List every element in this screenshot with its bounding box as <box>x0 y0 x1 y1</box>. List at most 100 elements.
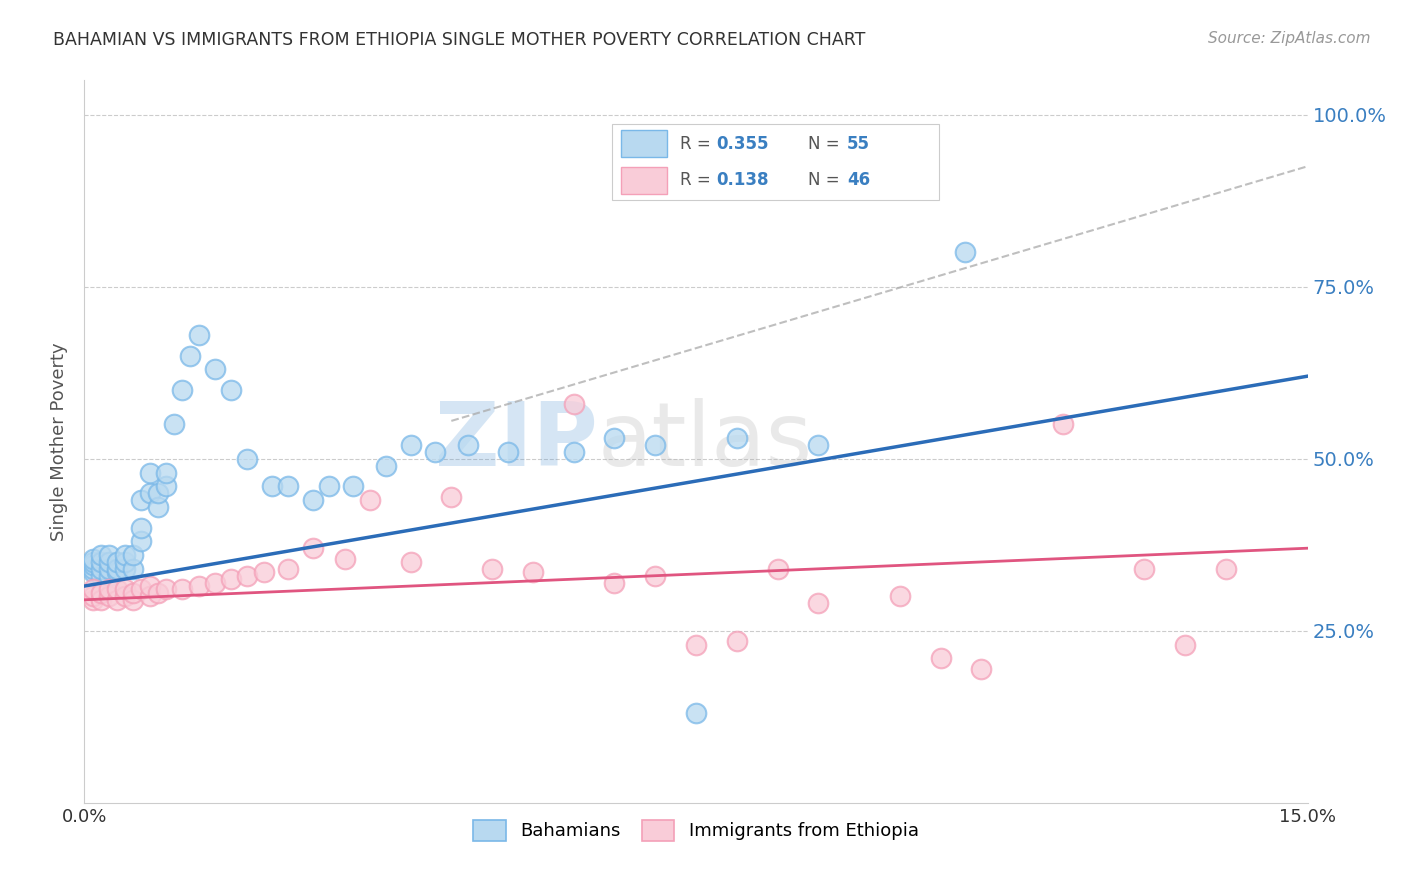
Point <box>301 493 323 508</box>
Text: R =: R = <box>681 135 716 153</box>
FancyBboxPatch shape <box>612 124 939 200</box>
Point <box>644 438 666 452</box>
Point <box>889 590 911 604</box>
Point <box>253 566 276 580</box>
Text: 46: 46 <box>846 171 870 189</box>
Point <box>236 451 259 466</box>
Point <box>562 445 585 459</box>
Point <box>105 592 128 607</box>
Point <box>1174 638 1197 652</box>
FancyBboxPatch shape <box>621 130 668 158</box>
Point <box>685 638 707 652</box>
Point <box>105 566 128 580</box>
Point <box>423 445 446 459</box>
Point <box>1052 417 1074 432</box>
Point <box>929 651 952 665</box>
Point <box>122 562 145 576</box>
Point <box>105 555 128 569</box>
Point <box>138 486 160 500</box>
Point <box>138 579 160 593</box>
Text: 0.355: 0.355 <box>716 135 769 153</box>
Point <box>163 417 186 432</box>
Point <box>725 431 748 445</box>
FancyBboxPatch shape <box>621 167 668 194</box>
Point <box>335 551 357 566</box>
Point <box>172 383 194 397</box>
Point <box>114 582 136 597</box>
Point <box>114 590 136 604</box>
Point <box>146 486 169 500</box>
Point <box>970 662 993 676</box>
Point <box>114 555 136 569</box>
Point <box>131 493 153 508</box>
Point <box>603 431 626 445</box>
Point <box>90 562 112 576</box>
Point <box>204 362 226 376</box>
Point <box>82 582 104 597</box>
Point <box>457 438 479 452</box>
Point <box>155 479 177 493</box>
Point <box>807 596 830 610</box>
Point <box>90 568 112 582</box>
Text: N =: N = <box>808 135 845 153</box>
Point <box>766 562 789 576</box>
Point <box>807 438 830 452</box>
Point <box>146 586 169 600</box>
Point <box>685 706 707 721</box>
Point <box>114 562 136 576</box>
Legend: Bahamians, Immigrants from Ethiopia: Bahamians, Immigrants from Ethiopia <box>465 813 927 848</box>
Point <box>440 490 463 504</box>
Point <box>187 579 209 593</box>
Text: N =: N = <box>808 171 845 189</box>
Point <box>1133 562 1156 576</box>
Point <box>146 500 169 514</box>
Point <box>277 562 299 576</box>
Point <box>90 555 112 569</box>
Point <box>105 562 128 576</box>
Point <box>155 582 177 597</box>
Text: atlas: atlas <box>598 398 813 485</box>
Point <box>82 555 104 569</box>
Text: 0.138: 0.138 <box>716 171 769 189</box>
Point <box>82 566 104 580</box>
Point <box>1215 562 1237 576</box>
Point <box>82 551 104 566</box>
Point <box>953 245 976 260</box>
Point <box>359 493 381 508</box>
Point <box>187 327 209 342</box>
Point <box>342 479 364 493</box>
Point <box>122 592 145 607</box>
Point <box>399 438 422 452</box>
Point <box>179 349 201 363</box>
Point <box>97 555 120 569</box>
Y-axis label: Single Mother Poverty: Single Mother Poverty <box>51 343 69 541</box>
Point <box>498 445 520 459</box>
Point <box>856 162 879 177</box>
Point <box>82 562 104 576</box>
Point <box>277 479 299 493</box>
Point <box>172 582 194 597</box>
Point <box>219 572 242 586</box>
Point <box>522 566 544 580</box>
Text: BAHAMIAN VS IMMIGRANTS FROM ETHIOPIA SINGLE MOTHER POVERTY CORRELATION CHART: BAHAMIAN VS IMMIGRANTS FROM ETHIOPIA SIN… <box>53 31 866 49</box>
Point <box>82 590 104 604</box>
Point <box>122 586 145 600</box>
Point <box>122 548 145 562</box>
Point <box>82 558 104 573</box>
Point <box>131 534 153 549</box>
Point <box>97 568 120 582</box>
Point <box>725 634 748 648</box>
Point <box>90 548 112 562</box>
Point <box>97 548 120 562</box>
Point <box>90 592 112 607</box>
Point <box>114 548 136 562</box>
Point <box>155 466 177 480</box>
Point <box>318 479 340 493</box>
Point <box>603 575 626 590</box>
Point <box>260 479 283 493</box>
Point <box>399 555 422 569</box>
Point <box>236 568 259 582</box>
Point <box>90 586 112 600</box>
Point <box>131 520 153 534</box>
Point <box>105 582 128 597</box>
